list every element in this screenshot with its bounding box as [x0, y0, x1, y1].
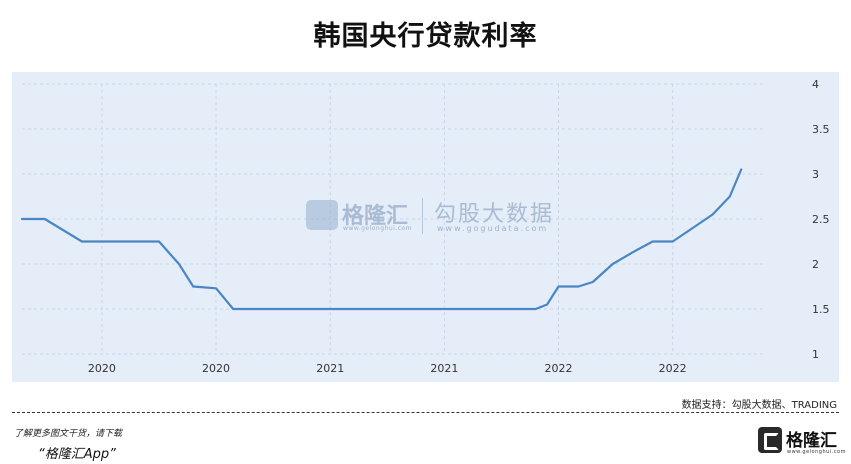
line-chart: 1 1.5 2 2.5 3 3.5 4 2020 2020 2021 2021 2022 2022 [20, 78, 830, 375]
chart-panel: 1 1.5 2 2.5 3 3.5 4 2020 2020 2021 2021 2022 2022 [12, 72, 839, 382]
brand-logo-icon [758, 427, 782, 453]
y-tick-label: 4 [812, 78, 819, 91]
data-source: 数据支持：勾股大数据、TRADING [681, 400, 837, 411]
y-tick-label: 2.5 [812, 213, 830, 226]
promo-app-name: “格隆汇App” [38, 447, 116, 462]
x-tick-label: 2021 [316, 362, 344, 375]
x-tick-label: 2020 [88, 362, 116, 375]
series-line [20, 168, 743, 311]
y-tick-label: 1.5 [812, 303, 830, 316]
x-tick-label: 2020 [202, 362, 230, 375]
footer-brand-url: www.gelonghui.com [787, 449, 846, 455]
x-tick-label: 2022 [545, 362, 573, 375]
chart-title: 韩国央行贷款利率 [313, 21, 538, 52]
promo-text: 了解更多图文干货，请下载 [14, 429, 123, 439]
x-tick-label: 2021 [430, 362, 458, 375]
footer-divider [12, 412, 839, 413]
y-tick-label: 1 [812, 348, 819, 361]
y-tick-label: 3 [812, 168, 819, 181]
footer-brand-name: 格隆汇 [786, 431, 837, 451]
x-tick-label: 2022 [659, 362, 687, 375]
y-tick-label: 3.5 [812, 123, 830, 136]
y-tick-label: 2 [812, 258, 819, 271]
